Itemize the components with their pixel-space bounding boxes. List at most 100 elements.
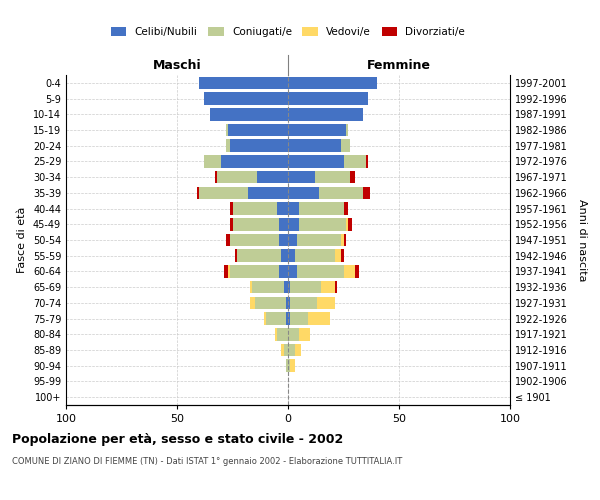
- Text: COMUNE DI ZIANO DI FIEMME (TN) - Dati ISTAT 1° gennaio 2002 - Elaborazione TUTTI: COMUNE DI ZIANO DI FIEMME (TN) - Dati IS…: [12, 458, 402, 466]
- Bar: [217, 171, 257, 183]
- Bar: [343, 234, 346, 246]
- Bar: [226, 124, 228, 136]
- Bar: [343, 265, 355, 278]
- Bar: [230, 234, 279, 246]
- Bar: [199, 186, 248, 199]
- Bar: [350, 171, 355, 183]
- Bar: [279, 218, 288, 230]
- Bar: [263, 312, 266, 325]
- Bar: [288, 344, 295, 356]
- Bar: [297, 234, 341, 246]
- Bar: [288, 312, 290, 325]
- Bar: [281, 344, 284, 356]
- Bar: [288, 155, 343, 168]
- Bar: [230, 218, 233, 230]
- Bar: [228, 265, 230, 278]
- Bar: [215, 171, 217, 183]
- Legend: Celibi/Nubili, Coniugati/e, Vedovi/e, Divorziati/e: Celibi/Nubili, Coniugati/e, Vedovi/e, Di…: [107, 22, 469, 41]
- Y-axis label: Anni di nascita: Anni di nascita: [577, 198, 587, 281]
- Bar: [277, 328, 288, 340]
- Bar: [277, 202, 288, 215]
- Bar: [299, 202, 343, 215]
- Bar: [230, 202, 233, 215]
- Bar: [233, 218, 279, 230]
- Bar: [288, 328, 299, 340]
- Bar: [266, 312, 286, 325]
- Bar: [250, 296, 254, 309]
- Bar: [364, 186, 370, 199]
- Bar: [275, 328, 277, 340]
- Bar: [284, 344, 288, 356]
- Bar: [288, 281, 290, 293]
- Bar: [288, 234, 297, 246]
- Bar: [253, 281, 284, 293]
- Bar: [308, 312, 330, 325]
- Bar: [226, 234, 230, 246]
- Bar: [288, 202, 299, 215]
- Bar: [288, 140, 341, 152]
- Bar: [288, 92, 368, 105]
- Bar: [295, 250, 335, 262]
- Bar: [288, 296, 290, 309]
- Bar: [224, 265, 228, 278]
- Bar: [288, 171, 314, 183]
- Bar: [235, 250, 237, 262]
- Bar: [341, 234, 343, 246]
- Bar: [279, 234, 288, 246]
- Bar: [335, 250, 341, 262]
- Y-axis label: Fasce di età: Fasce di età: [17, 207, 27, 273]
- Bar: [230, 265, 279, 278]
- Bar: [335, 281, 337, 293]
- Bar: [297, 265, 343, 278]
- Bar: [366, 155, 368, 168]
- Bar: [295, 344, 301, 356]
- Bar: [290, 281, 322, 293]
- Bar: [286, 312, 288, 325]
- Bar: [230, 140, 288, 152]
- Bar: [288, 218, 299, 230]
- Bar: [288, 124, 346, 136]
- Bar: [288, 186, 319, 199]
- Bar: [211, 108, 288, 120]
- Bar: [314, 171, 350, 183]
- Bar: [346, 218, 348, 230]
- Bar: [221, 155, 288, 168]
- Bar: [237, 250, 281, 262]
- Bar: [343, 202, 348, 215]
- Bar: [226, 140, 230, 152]
- Bar: [299, 328, 310, 340]
- Text: Femmine: Femmine: [367, 60, 431, 72]
- Text: Popolazione per età, sesso e stato civile - 2002: Popolazione per età, sesso e stato civil…: [12, 432, 343, 446]
- Bar: [250, 281, 253, 293]
- Bar: [254, 296, 286, 309]
- Bar: [299, 218, 346, 230]
- Text: Maschi: Maschi: [152, 60, 202, 72]
- Bar: [197, 186, 199, 199]
- Bar: [232, 202, 277, 215]
- Bar: [343, 155, 366, 168]
- Bar: [288, 108, 364, 120]
- Bar: [290, 312, 308, 325]
- Bar: [203, 155, 221, 168]
- Bar: [288, 265, 297, 278]
- Bar: [317, 296, 335, 309]
- Bar: [322, 281, 335, 293]
- Bar: [355, 265, 359, 278]
- Bar: [199, 76, 288, 89]
- Bar: [228, 124, 288, 136]
- Bar: [203, 92, 288, 105]
- Bar: [257, 171, 288, 183]
- Bar: [290, 360, 295, 372]
- Bar: [319, 186, 364, 199]
- Bar: [348, 218, 352, 230]
- Bar: [288, 76, 377, 89]
- Bar: [248, 186, 288, 199]
- Bar: [341, 140, 350, 152]
- Bar: [279, 265, 288, 278]
- Bar: [346, 124, 348, 136]
- Bar: [286, 296, 288, 309]
- Bar: [341, 250, 343, 262]
- Bar: [281, 250, 288, 262]
- Bar: [284, 281, 288, 293]
- Bar: [288, 250, 295, 262]
